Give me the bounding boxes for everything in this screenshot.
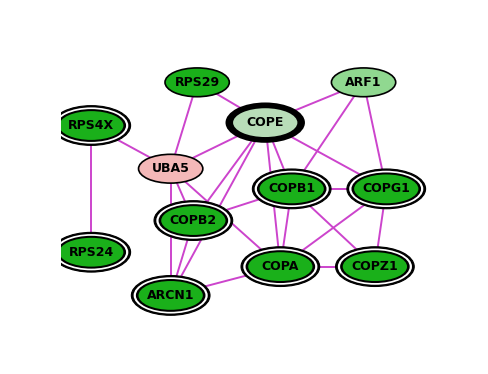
Text: RPS24: RPS24: [69, 246, 114, 259]
Ellipse shape: [52, 232, 131, 272]
Ellipse shape: [257, 172, 326, 205]
Ellipse shape: [349, 171, 423, 207]
Ellipse shape: [354, 174, 418, 203]
Ellipse shape: [351, 172, 421, 205]
Text: ARCN1: ARCN1: [147, 289, 194, 302]
Ellipse shape: [255, 171, 329, 207]
Ellipse shape: [139, 281, 203, 310]
Ellipse shape: [57, 236, 126, 269]
Ellipse shape: [260, 174, 324, 203]
Ellipse shape: [336, 247, 414, 286]
Ellipse shape: [347, 169, 426, 209]
Text: ARF1: ARF1: [346, 76, 382, 89]
Ellipse shape: [338, 248, 412, 285]
Ellipse shape: [131, 276, 210, 315]
Ellipse shape: [59, 238, 123, 267]
Text: COPB1: COPB1: [268, 183, 315, 195]
Text: COPG1: COPG1: [362, 183, 410, 195]
Text: RPS29: RPS29: [175, 76, 220, 89]
Ellipse shape: [57, 109, 126, 142]
Ellipse shape: [134, 277, 208, 313]
Ellipse shape: [154, 201, 233, 240]
Ellipse shape: [52, 105, 131, 145]
Ellipse shape: [225, 102, 305, 143]
Text: UBA5: UBA5: [152, 162, 190, 175]
Ellipse shape: [59, 111, 123, 140]
Ellipse shape: [159, 204, 228, 237]
Ellipse shape: [136, 279, 205, 312]
Ellipse shape: [241, 247, 320, 286]
Ellipse shape: [54, 234, 128, 270]
Ellipse shape: [245, 250, 315, 283]
Text: COPB2: COPB2: [170, 214, 217, 227]
Ellipse shape: [165, 68, 229, 97]
Ellipse shape: [244, 248, 317, 285]
Ellipse shape: [233, 108, 297, 137]
Text: COPA: COPA: [262, 260, 299, 273]
Ellipse shape: [161, 206, 225, 235]
Ellipse shape: [343, 252, 407, 281]
Text: COPZ1: COPZ1: [351, 260, 398, 273]
Ellipse shape: [331, 68, 396, 97]
Ellipse shape: [248, 252, 312, 281]
Text: RPS4X: RPS4X: [68, 119, 114, 132]
Ellipse shape: [252, 169, 331, 209]
Ellipse shape: [54, 107, 128, 144]
Ellipse shape: [340, 250, 410, 283]
Ellipse shape: [156, 202, 230, 239]
Ellipse shape: [139, 154, 203, 183]
Text: COPE: COPE: [246, 116, 284, 129]
